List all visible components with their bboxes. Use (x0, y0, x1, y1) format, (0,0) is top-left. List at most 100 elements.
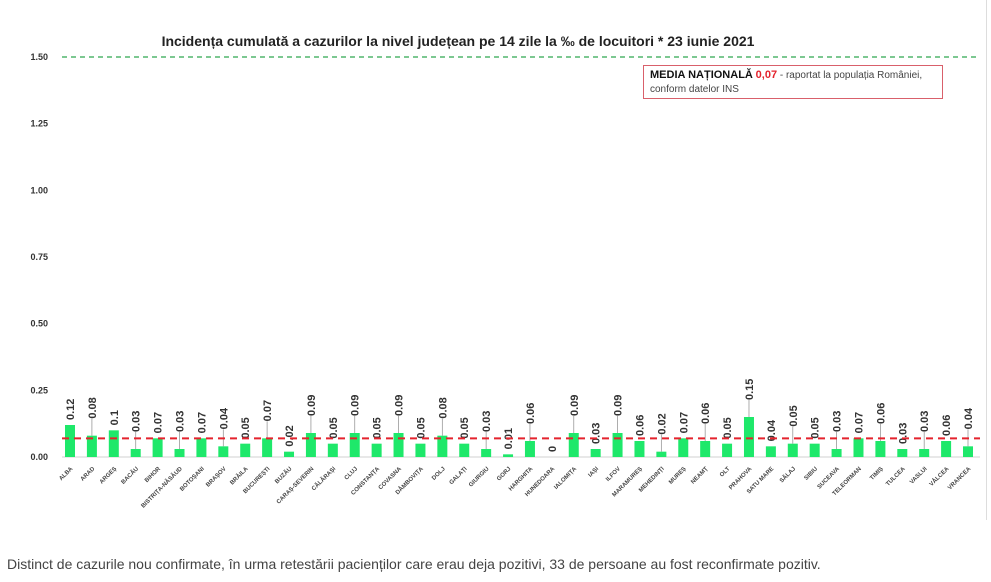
y-tick-label: 0.50 (30, 319, 48, 329)
x-tick-label: BIHOR (144, 466, 162, 484)
bar (941, 441, 952, 457)
bar (218, 446, 229, 457)
data-label: 0.07 (196, 412, 208, 433)
x-tick-label: GIURGIU (468, 466, 490, 488)
y-tick-label: 1.25 (30, 119, 48, 129)
x-tick-label: BRAȘOV (205, 466, 227, 488)
x-tick-label: TULCEA (885, 466, 907, 488)
bar (415, 443, 426, 457)
bar (196, 438, 207, 457)
bar (656, 451, 667, 457)
bar (787, 443, 798, 457)
national-average-legend: MEDIA NAȚIONALĂ 0,07 - raportat la popul… (643, 65, 943, 99)
data-label: 0.15 (744, 379, 756, 400)
x-tick-label: CARAȘ-SEVERIN (276, 466, 315, 505)
x-tick-label: VRANCEA (947, 466, 973, 492)
data-label: 0.03 (131, 411, 143, 432)
x-tick-label: GALAȚI (449, 466, 469, 486)
data-label: 0.05 (328, 417, 340, 438)
y-tick-label: 0.00 (30, 452, 48, 462)
data-label: 0.09 (394, 395, 406, 416)
bar (700, 441, 711, 457)
data-label: 0.03 (919, 411, 931, 432)
data-label: 0.04 (218, 407, 230, 429)
bar (897, 449, 908, 457)
data-label: 0.05 (372, 417, 384, 438)
bar (481, 449, 492, 457)
bar (568, 433, 579, 457)
bar-chart: Incidența cumulată a cazurilor la nivel … (30, 33, 980, 510)
data-label: 0.05 (810, 417, 822, 438)
data-label: 0.07 (262, 400, 274, 421)
bar (130, 449, 141, 457)
bar (722, 443, 733, 457)
data-label: 0 (547, 446, 559, 452)
data-label: 0.06 (700, 403, 712, 424)
caption-text: Distinct de cazurile nou confirmate, în … (7, 556, 821, 572)
x-tick-label: ARGEȘ (99, 466, 118, 485)
data-label: 0.09 (613, 395, 625, 416)
x-tick-label: BUZĂU (274, 465, 294, 485)
bar (459, 443, 470, 457)
data-label: 0.08 (437, 397, 449, 418)
data-label: 0.04 (963, 407, 975, 429)
x-tick-label: IALOMIȚA (553, 466, 578, 491)
legend-text-1: - raportat la populația României, (777, 70, 923, 81)
bar (174, 449, 185, 457)
data-label: 0.06 (941, 415, 953, 436)
data-label: 0.06 (525, 403, 537, 424)
x-tick-label: ALBA (58, 466, 74, 482)
bar (262, 438, 273, 457)
data-label: 0.03 (897, 423, 909, 444)
bar (765, 446, 776, 457)
bar (65, 425, 75, 457)
bar (809, 443, 820, 457)
data-label: 0.05 (459, 417, 471, 438)
data-label: 0.12 (65, 399, 77, 420)
data-label: 0.02 (656, 413, 668, 434)
bar (108, 430, 119, 457)
x-tick-label: SIBIU (804, 466, 820, 482)
bar (437, 435, 448, 457)
data-label: 0.06 (634, 415, 646, 436)
bar (86, 435, 97, 457)
data-label: 0.04 (766, 419, 778, 441)
bar (590, 449, 601, 457)
x-tick-label: IAȘI (588, 466, 601, 479)
x-tick-label: VÂLCEA (928, 465, 951, 488)
data-label: 0.09 (569, 395, 581, 416)
bar (875, 441, 886, 457)
y-tick-label: 0.25 (30, 385, 48, 395)
bar (678, 438, 689, 457)
bar (284, 451, 295, 457)
data-label: 0.03 (481, 411, 493, 432)
y-tick-label: 0.75 (30, 252, 48, 262)
chart-title: Incidența cumulată a cazurilor la nivel … (162, 33, 755, 49)
bar (612, 433, 623, 457)
y-tick-label: 1.00 (30, 185, 48, 195)
data-label: 0.09 (306, 395, 318, 416)
x-tick-label: BISTRIȚA-NĂSĂUD (140, 465, 185, 510)
x-tick-label: OLT (719, 466, 732, 479)
bar (743, 417, 754, 457)
data-label: 0.1 (109, 410, 121, 425)
bar (152, 438, 163, 457)
data-label: 0.03 (591, 423, 603, 444)
x-tick-label: MUREȘ (668, 466, 688, 486)
bar (524, 441, 535, 457)
divider (986, 0, 987, 520)
data-label: 0.06 (875, 403, 887, 424)
bar (349, 433, 360, 457)
bar (503, 454, 514, 457)
x-tick-label: NEAMȚ (690, 466, 710, 486)
bar (831, 449, 842, 457)
x-tick-label: ARAD (80, 466, 97, 483)
x-tick-label: CĂLĂRAȘI (310, 465, 337, 492)
data-label: 0.02 (284, 425, 296, 446)
data-label: 0.03 (832, 411, 844, 432)
legend-label: MEDIA NAȚIONALĂ (650, 69, 753, 81)
data-label: 0.05 (415, 417, 427, 438)
legend-value: 0,07 (755, 69, 778, 81)
x-tick-label: GORJ (496, 466, 512, 482)
bar (393, 433, 404, 457)
